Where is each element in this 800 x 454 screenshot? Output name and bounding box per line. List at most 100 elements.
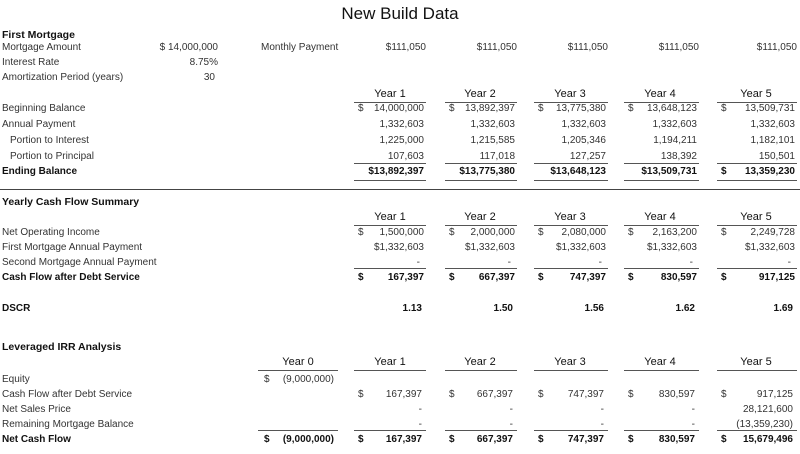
dscr-year-5: 1.69 xyxy=(773,303,793,314)
second-mortgage-year-4: - xyxy=(689,257,693,268)
noi-year-1: 1,500,000 xyxy=(379,227,425,238)
year-1-underline xyxy=(354,370,426,371)
net-cash-flow-year-1: 167,397 xyxy=(385,434,422,445)
currency-sign: $ xyxy=(628,227,634,238)
interest-year-3: 1,205,346 xyxy=(561,135,607,146)
year-5-header: Year 5 xyxy=(740,88,772,100)
principal-year-3: 127,257 xyxy=(569,151,606,162)
currency-sign: $ xyxy=(449,434,455,445)
page-title: New Build Data xyxy=(341,4,459,23)
year-1-underline xyxy=(354,225,426,226)
ending-balance-year-2: $13,775,380 xyxy=(459,166,515,177)
noi-year-5: 2,249,728 xyxy=(750,227,796,238)
year-3-underline xyxy=(534,225,608,226)
year-5-header: Year 5 xyxy=(740,356,772,368)
currency-sign: $ xyxy=(721,389,727,400)
year-3-underline xyxy=(534,370,608,371)
ending-balance-year-3: $13,648,123 xyxy=(550,166,606,177)
ending-balance-line-5 xyxy=(717,163,797,164)
year-2-header: Year 2 xyxy=(464,88,496,100)
beginning-balance-year-2: 13,892,397 xyxy=(464,103,515,114)
cash-flow-summary-heading: Yearly Cash Flow Summary xyxy=(2,196,140,208)
year-3-header: Year 3 xyxy=(554,88,586,100)
currency-sign: $ xyxy=(628,272,634,283)
monthly-payment-year-4: $111,050 xyxy=(658,42,699,53)
currency-sign: $ xyxy=(721,272,727,283)
currency-sign: $ xyxy=(538,103,544,114)
cfads-year-1: 167,397 xyxy=(387,272,424,283)
ending-balance-double-line-5 xyxy=(717,180,797,181)
beginning-balance-year-3: 13,775,380 xyxy=(555,103,606,114)
monthly-payment-year-2: $111,050 xyxy=(476,42,517,53)
annual-payment-year-5: 1,332,603 xyxy=(750,119,796,130)
net-cash-flow-year-4: 830,597 xyxy=(658,434,695,445)
cfads-line-2 xyxy=(445,268,517,269)
currency-sign: $ xyxy=(538,227,544,238)
first-mortgage-year-3: $1,332,603 xyxy=(555,242,606,253)
net-cash-flow-line-5 xyxy=(717,430,797,431)
monthly-payment-year-1: $111,050 xyxy=(385,42,426,53)
first-mortgage-year-5: $1,332,603 xyxy=(744,242,795,253)
ending-balance-label: Ending Balance xyxy=(2,166,78,177)
remaining-balance-year-2: - xyxy=(509,419,513,430)
interest-rate-label: Interest Rate xyxy=(2,57,60,68)
currency-sign: $ xyxy=(358,434,364,445)
irr-cfads-year-2: 667,397 xyxy=(476,389,513,400)
second-mortgage-year-3: - xyxy=(598,257,602,268)
noi-year-2: 2,000,000 xyxy=(470,227,516,238)
year-0-underline xyxy=(258,370,338,371)
section-divider xyxy=(0,189,800,190)
year-2-underline xyxy=(445,225,517,226)
net-cash-flow-year-5: 15,679,496 xyxy=(742,434,793,445)
currency-sign: $ xyxy=(358,272,364,283)
cfads-year-4: 830,597 xyxy=(660,272,697,283)
net-cash-flow-line-3 xyxy=(534,430,608,431)
currency-sign: $ xyxy=(449,389,455,400)
year-2-header: Year 2 xyxy=(464,356,496,368)
irr-cfads-year-5: 917,125 xyxy=(756,389,793,400)
year-0-total-line xyxy=(258,430,338,431)
net-cash-flow-line-2 xyxy=(445,430,517,431)
ending-balance-line-3 xyxy=(534,163,608,164)
currency-sign: $ xyxy=(721,434,727,445)
interest-year-5: 1,182,101 xyxy=(750,135,796,146)
ending-balance-double-line-2 xyxy=(445,180,517,181)
year-1-header: Year 1 xyxy=(374,356,406,368)
net-cash-flow-label: Net Cash Flow xyxy=(2,434,71,445)
ending-balance-year-1: $13,892,397 xyxy=(368,166,424,177)
first-mortgage-payment-label: First Mortgage Annual Payment xyxy=(2,242,143,253)
annual-payment-year-1: 1,332,603 xyxy=(379,119,425,130)
currency-sign: $ xyxy=(264,434,270,445)
interest-rate-value: 8.75% xyxy=(189,57,218,68)
dscr-label: DSCR xyxy=(2,303,31,314)
irr-cfads-year-4: 830,597 xyxy=(658,389,695,400)
amortization-period-label: Amortization Period (years) xyxy=(2,72,124,83)
currency-sign: $ xyxy=(449,272,455,283)
currency-sign: $ xyxy=(628,434,634,445)
currency-sign: $ xyxy=(449,227,455,238)
equity-year-0: (9,000,000) xyxy=(282,374,334,385)
noi-label: Net Operating Income xyxy=(2,227,100,238)
annual-payment-year-3: 1,332,603 xyxy=(561,119,607,130)
cfads-year-3: 747,397 xyxy=(569,272,606,283)
net-cash-flow-year-3: 747,397 xyxy=(567,434,604,445)
first-mortgage-year-1: $1,332,603 xyxy=(373,242,424,253)
noi-year-3: 2,080,000 xyxy=(561,227,607,238)
beginning-balance-label: Beginning Balance xyxy=(2,103,86,114)
beginning-balance-year-4: 13,648,123 xyxy=(646,103,697,114)
net-sales-year-2: - xyxy=(509,404,513,415)
cfads-line-1 xyxy=(354,268,426,269)
year-4-underline xyxy=(624,370,699,371)
beginning-balance-year-5: 13,509,731 xyxy=(744,103,795,114)
cfads-year-5: 917,125 xyxy=(758,272,795,283)
principal-year-1: 107,603 xyxy=(387,151,424,162)
irr-cfads-year-1: 167,397 xyxy=(385,389,422,400)
cfads-line-4 xyxy=(624,268,699,269)
irr-analysis-heading: Leveraged IRR Analysis xyxy=(2,341,122,353)
second-mortgage-year-2: - xyxy=(507,257,511,268)
remaining-balance-year-4: - xyxy=(691,419,695,430)
year-4-underline xyxy=(624,225,699,226)
currency-sign: $ xyxy=(538,272,544,283)
year-4-underline xyxy=(624,102,699,103)
monthly-payment-year-5: $111,050 xyxy=(756,42,797,53)
